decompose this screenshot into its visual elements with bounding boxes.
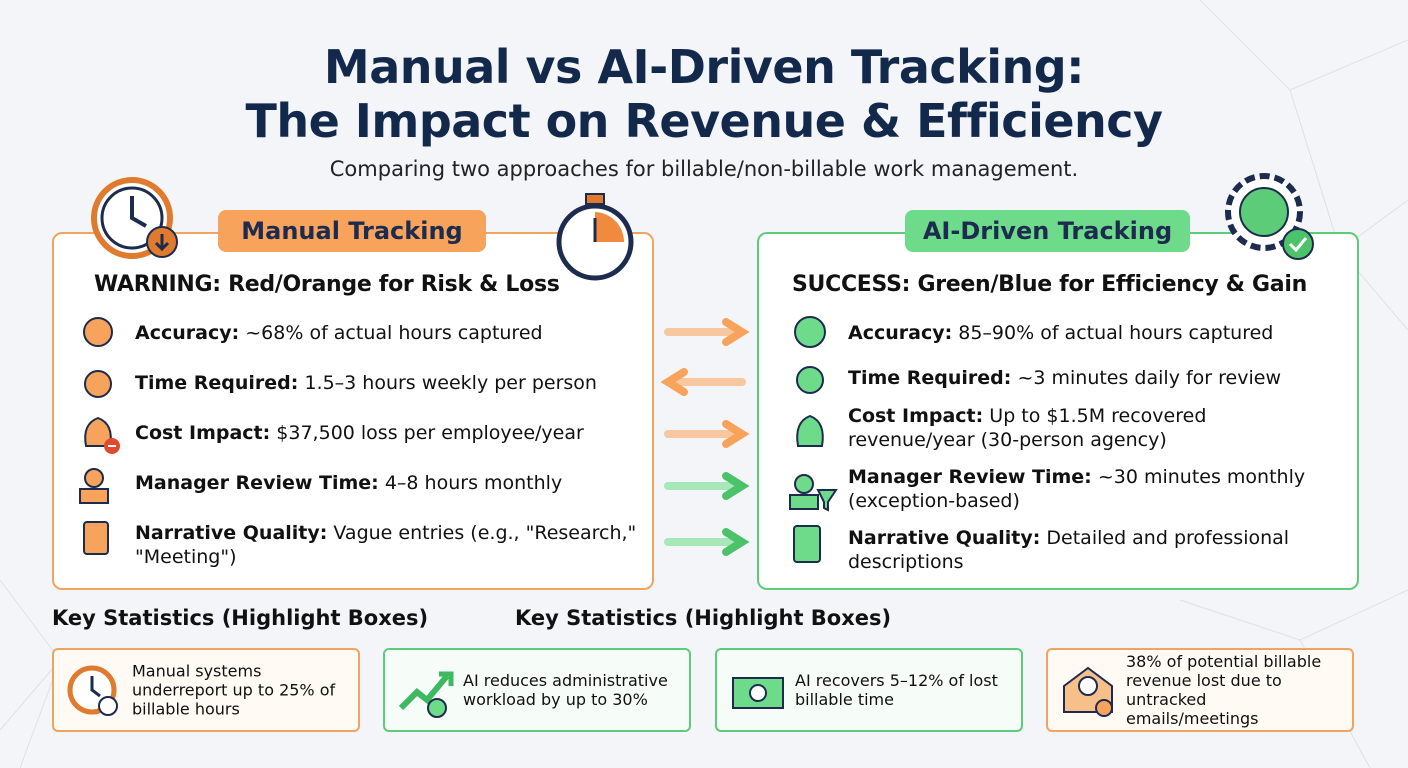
manual-label: Manual Tracking [218, 210, 486, 252]
item-label: Cost Impact: [135, 422, 271, 444]
item-text: 85–90% of actual hours captured [958, 322, 1274, 344]
manual-item: Manager Review Time: 4–8 hours monthly [135, 471, 635, 495]
item-text: Detailed and professional descriptions [848, 527, 1290, 573]
stat-icon [398, 671, 454, 718]
arrows [660, 318, 750, 556]
stat-icon [1063, 666, 1113, 717]
item-text: Up to $1.5M recovered revenue/year (30-p… [848, 405, 1207, 451]
stat-text: 38% of potential billable revenue lost d… [1126, 652, 1322, 728]
stats-heading: Key Statistics (Highlight Boxes) [515, 606, 892, 630]
item-text: ~3 minutes daily for review [1017, 367, 1281, 389]
ai-item: Accuracy: 85–90% of actual hours capture… [848, 321, 1338, 345]
stats-heading: Key Statistics (Highlight Boxes) [52, 606, 429, 630]
manual-item: Narrative Quality: Vague entries (e.g., … [135, 521, 640, 569]
manual-panel [52, 232, 654, 590]
item-text: 4–8 hours monthly [384, 472, 563, 494]
ai-panel [757, 232, 1359, 590]
item-label: Narrative Quality: [135, 522, 328, 544]
stat-text: AI reduces administrative workload by up… [463, 671, 668, 709]
stat-text: Manual systems underreport up to 25% of … [132, 661, 336, 719]
stat-box: 38% of potential billable revenue lost d… [1046, 648, 1354, 732]
ai-item: Cost Impact: Up to $1.5M recovered reven… [848, 404, 1248, 452]
stat-box: AI recovers 5–12% of lost billable time [715, 648, 1023, 732]
item-label: Narrative Quality: [848, 527, 1041, 549]
stat-box: Manual systems underreport up to 25% of … [52, 648, 360, 732]
manual-item: Cost Impact: $37,500 loss per employee/y… [135, 421, 635, 445]
manual-item: Accuracy: ~68% of actual hours captured [135, 321, 635, 345]
item-label: Time Required: [135, 372, 299, 394]
item-text: ~30 minutes monthly (exception-based) [848, 466, 1306, 512]
ai-item: Manager Review Time: ~30 minutes monthly… [848, 465, 1328, 513]
stat-text: AI recovers 5–12% of lost billable time [795, 671, 998, 709]
ai-brain-icon [1225, 173, 1314, 260]
item-text: 1.5–3 hours weekly per person [304, 372, 597, 394]
title-line: Manual vs AI-Driven Tracking: [323, 40, 1085, 94]
item-text: Vague entries (e.g., "Research," "Meetin… [135, 522, 637, 568]
ai-icons [789, 316, 838, 563]
stat-box: AI reduces administrative workload by up… [383, 648, 691, 732]
ai-item: Narrative Quality: Detailed and professi… [848, 526, 1328, 574]
item-label: Manager Review Time: [135, 472, 379, 494]
ai-item: Time Required: ~3 minutes daily for revi… [848, 366, 1338, 390]
title-line: The Impact on Revenue & Efficiency [245, 94, 1163, 148]
stat-icon [732, 677, 784, 709]
manual-icons [79, 317, 120, 555]
ai-label: AI-Driven Tracking [905, 210, 1190, 252]
item-label: Time Required: [848, 367, 1012, 389]
stat-icon [67, 665, 118, 716]
item-label: Accuracy: [848, 322, 953, 344]
item-text: ~68% of actual hours captured [245, 322, 543, 344]
manual-heading: WARNING: Red/Orange for Risk & Loss [94, 272, 560, 297]
ai-heading: SUCCESS: Green/Blue for Efficiency & Gai… [792, 272, 1307, 297]
clock-icon [91, 177, 178, 259]
manual-item: Time Required: 1.5–3 hours weekly per pe… [135, 371, 635, 395]
item-text: $37,500 loss per employee/year [276, 422, 584, 444]
item-label: Manager Review Time: [848, 466, 1092, 488]
item-label: Accuracy: [135, 322, 240, 344]
stopwatch-icon [556, 193, 634, 281]
subtitle: Comparing two approaches for billable/no… [329, 157, 1079, 181]
item-label: Cost Impact: [848, 405, 984, 427]
